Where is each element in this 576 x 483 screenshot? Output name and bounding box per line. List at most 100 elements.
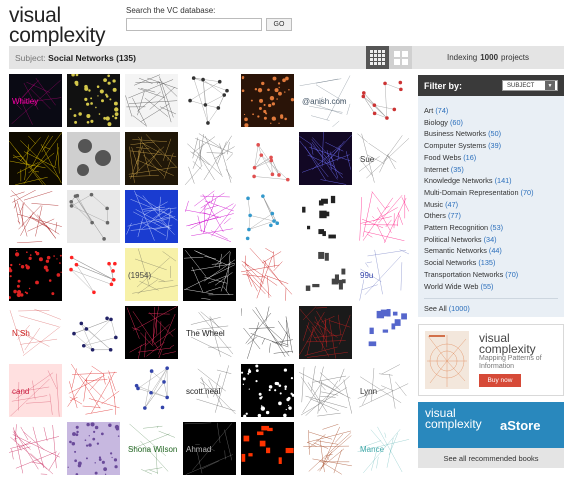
project-thumbnail[interactable] xyxy=(299,132,352,185)
see-all-link[interactable]: See All (1000) xyxy=(418,299,564,318)
project-thumbnail[interactable] xyxy=(67,132,120,185)
project-thumbnail[interactable] xyxy=(183,248,236,301)
filter-item[interactable]: Art (74) xyxy=(424,105,564,117)
thumbnail-image xyxy=(241,422,294,475)
project-thumbnail[interactable] xyxy=(67,74,120,127)
project-thumbnail[interactable] xyxy=(9,190,62,243)
project-thumbnail[interactable]: Sue xyxy=(357,132,410,185)
project-thumbnail[interactable] xyxy=(241,422,294,475)
filter-item[interactable]: World Wide Web (55) xyxy=(424,281,564,293)
project-thumbnail[interactable]: Mance xyxy=(357,422,410,475)
project-thumbnail[interactable]: cand xyxy=(9,364,62,417)
filter-item[interactable]: Biology (60) xyxy=(424,117,564,129)
project-thumbnail[interactable] xyxy=(299,422,352,475)
project-thumbnail[interactable]: (1954) xyxy=(125,248,178,301)
project-thumbnail[interactable]: Shona Wilson xyxy=(125,422,178,475)
project-thumbnail[interactable]: The Wheel xyxy=(183,306,236,359)
project-thumbnail[interactable] xyxy=(241,190,294,243)
project-thumbnail[interactable] xyxy=(357,306,410,359)
filter-item-count: (47) xyxy=(445,199,459,209)
astore-brand: aStore xyxy=(500,418,541,433)
project-thumbnail[interactable] xyxy=(125,306,178,359)
filter-item[interactable]: Social Networks (135) xyxy=(424,257,564,269)
project-thumbnail[interactable]: scott.neal xyxy=(183,364,236,417)
filter-item-label: Social Networks xyxy=(424,258,477,268)
subject-bar: Subject: Social Networks (135) xyxy=(9,46,412,69)
project-thumbnail[interactable] xyxy=(183,74,236,127)
project-thumbnail[interactable] xyxy=(67,364,120,417)
book-ad[interactable]: visual complexity Mapping Patterns of In… xyxy=(418,324,564,396)
large-grid-view-button[interactable] xyxy=(389,46,412,69)
project-thumbnail[interactable]: 99u xyxy=(357,248,410,301)
thumbnail-image xyxy=(241,132,294,185)
subject-text: Subject: Social Networks (135) xyxy=(9,53,136,63)
filter-item-count: (77) xyxy=(447,211,461,221)
thumbnail-image: Ahmad xyxy=(183,422,236,475)
project-thumbnail[interactable] xyxy=(241,306,294,359)
project-thumbnail[interactable] xyxy=(67,306,120,359)
filter-item[interactable]: Others (77) xyxy=(424,210,564,222)
project-thumbnail[interactable] xyxy=(125,74,178,127)
project-thumbnail[interactable] xyxy=(125,190,178,243)
project-thumbnail[interactable]: @anish.com xyxy=(299,74,352,127)
project-thumbnail[interactable] xyxy=(357,190,410,243)
project-thumbnail[interactable] xyxy=(241,364,294,417)
filter-item-label: Music xyxy=(424,199,444,209)
go-button[interactable]: GO xyxy=(266,18,292,31)
filter-item[interactable]: Multi-Domain Representation (70) xyxy=(424,187,564,199)
filter-divider xyxy=(424,298,558,300)
filter-item[interactable]: Internet (35) xyxy=(424,164,564,176)
filter-item[interactable]: Pattern Recognition (53) xyxy=(424,222,564,234)
project-thumbnail[interactable] xyxy=(9,132,62,185)
buy-now-button[interactable]: Buy now xyxy=(479,374,521,387)
project-thumbnail[interactable] xyxy=(299,248,352,301)
filter-item[interactable]: Transportation Networks (70) xyxy=(424,269,564,281)
indexing-prefix: Indexing xyxy=(446,53,478,62)
search-label: Search the VC database: xyxy=(126,6,216,15)
project-thumbnail[interactable] xyxy=(67,248,120,301)
small-grid-view-button[interactable] xyxy=(366,46,389,69)
project-thumbnail[interactable]: Ahmad xyxy=(183,422,236,475)
view-toggle xyxy=(366,46,412,69)
project-thumbnail[interactable] xyxy=(241,74,294,127)
project-thumbnail[interactable] xyxy=(67,422,120,475)
project-thumbnail[interactable] xyxy=(183,190,236,243)
project-thumbnail[interactable] xyxy=(67,190,120,243)
see-all-books-link[interactable]: See all recommended books xyxy=(418,448,564,468)
project-thumbnail[interactable] xyxy=(9,248,62,301)
filter-item-label: Political Networks xyxy=(424,234,482,244)
astore-title: visual complexity xyxy=(425,406,482,431)
project-thumbnail[interactable] xyxy=(357,74,410,127)
project-thumbnail[interactable] xyxy=(299,306,352,359)
project-thumbnail[interactable] xyxy=(241,132,294,185)
project-thumbnail[interactable] xyxy=(299,190,352,243)
thumbnail-image: cand xyxy=(9,364,62,417)
search-input[interactable] xyxy=(126,18,262,31)
thumbnail-image xyxy=(67,422,120,475)
thumbnail-image xyxy=(67,306,120,359)
filter-item[interactable]: Business Networks (50) xyxy=(424,128,564,140)
filter-select[interactable]: SUBJECT ▼ xyxy=(502,80,558,91)
project-thumbnail[interactable] xyxy=(125,364,178,417)
project-thumbnail[interactable] xyxy=(299,364,352,417)
project-thumbnail[interactable] xyxy=(125,132,178,185)
filter-item[interactable]: Computer Systems (39) xyxy=(424,140,564,152)
project-thumbnail[interactable]: Whitley xyxy=(9,74,62,127)
filter-item[interactable]: Knowledge Networks (141) xyxy=(424,175,564,187)
thumbnail-caption: Mance xyxy=(360,445,385,454)
site-logo[interactable]: visual complexity xyxy=(9,5,106,46)
filter-item-count: (135) xyxy=(478,258,496,268)
filter-item[interactable]: Political Networks (34) xyxy=(424,234,564,246)
project-thumbnail[interactable]: N.Sh xyxy=(9,306,62,359)
thumbnail-caption: Sue xyxy=(360,155,375,164)
filter-item[interactable]: Semantic Networks (44) xyxy=(424,245,564,257)
filter-item-label: Pattern Recognition xyxy=(424,223,489,233)
filter-item[interactable]: Music (47) xyxy=(424,199,564,211)
project-thumbnail[interactable] xyxy=(9,422,62,475)
project-thumbnail[interactable] xyxy=(241,248,294,301)
astore-banner[interactable]: visual complexity aStore See all recomme… xyxy=(418,402,564,468)
filter-item[interactable]: Food Webs (16) xyxy=(424,152,564,164)
project-thumbnail[interactable] xyxy=(183,132,236,185)
project-thumbnail[interactable]: Lynn xyxy=(357,364,410,417)
filter-item-count: (70) xyxy=(520,187,534,197)
